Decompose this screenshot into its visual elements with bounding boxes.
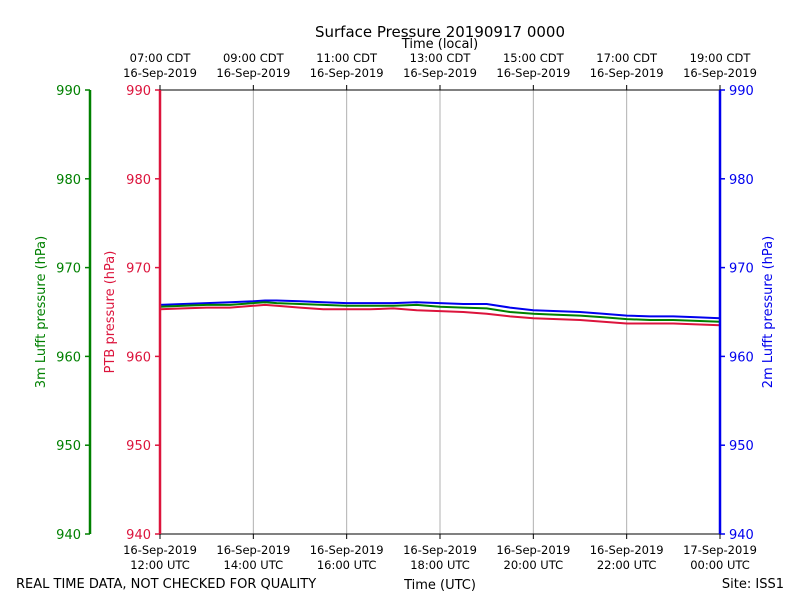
top-tick-label-time: 13:00 CDT: [410, 51, 472, 65]
lufft2m-tick-label: 950: [729, 439, 754, 454]
lufft2m-tick-label: 970: [729, 262, 754, 277]
top-tick-label-date: 16-Sep-2019: [496, 66, 570, 80]
axes: 940 940 940 950 950 950 960 960 960 970 970 970 980 9…: [34, 51, 776, 572]
bottom-tick-label-time: 00:00 UTC: [690, 558, 750, 572]
top-tick-label-date: 16-Sep-2019: [216, 66, 290, 80]
top-tick-label-time: 17:00 CDT: [596, 51, 658, 65]
lufft3m-tick-label: 980: [56, 173, 81, 188]
top-tick-label-time: 07:00 CDT: [130, 51, 192, 65]
lufft3m-tick-label: 950: [56, 439, 81, 454]
bottom-tick-label-date: 16-Sep-2019: [590, 543, 664, 557]
ptb-tick-label: 950: [126, 439, 151, 454]
ptb-tick-label: 990: [126, 84, 151, 99]
ptb-tick-label: 980: [126, 173, 151, 188]
bottom-tick-label-date: 16-Sep-2019: [403, 543, 477, 557]
series-lines: [159, 299, 721, 327]
chart-title: Surface Pressure 20190917 0000: [315, 23, 565, 41]
top-tick-label-time: 19:00 CDT: [690, 51, 752, 65]
top-tick-label-date: 16-Sep-2019: [590, 66, 664, 80]
bottom-tick-label-date: 16-Sep-2019: [216, 543, 290, 557]
bottom-tick-label-time: 20:00 UTC: [504, 558, 564, 572]
lufft3m-tick-label: 970: [56, 262, 81, 277]
bottom-tick-label-time: 18:00 UTC: [410, 558, 470, 572]
ptb-tick-label: 970: [126, 262, 151, 277]
bottom-tick-label-date: 16-Sep-2019: [496, 543, 570, 557]
lufft3m-tick-label: 940: [56, 528, 81, 543]
top-tick-label-time: 15:00 CDT: [503, 51, 565, 65]
top-tick-label-date: 16-Sep-2019: [683, 66, 757, 80]
lufft2m-axis-label: 2m Lufft pressure (hPa): [761, 236, 776, 388]
ptb-tick-label: 960: [126, 350, 151, 365]
grid-lines: [252, 90, 628, 534]
top-tick-label-date: 16-Sep-2019: [310, 66, 384, 80]
bottom-tick-label-time: 14:00 UTC: [224, 558, 284, 572]
site-label: Site: ISS1: [722, 577, 784, 592]
quality-note: REAL TIME DATA, NOT CHECKED FOR QUALITY: [16, 577, 316, 592]
lufft2m-tick-label: 980: [729, 173, 754, 188]
bottom-tick-label-time: 16:00 UTC: [317, 558, 377, 572]
top-tick-label-time: 11:00 CDT: [316, 51, 378, 65]
top-tick-label-date: 16-Sep-2019: [123, 66, 197, 80]
series-line-3: [159, 303, 721, 327]
bottom-tick-label-time: 12:00 UTC: [130, 558, 190, 572]
ptb-tick-label: 940: [126, 528, 151, 543]
bottom-tick-label-date: 16-Sep-2019: [310, 543, 384, 557]
lufft3m-axis-label: 3m Lufft pressure (hPa): [34, 236, 49, 388]
series-line-1: [159, 299, 721, 320]
top-tick-label-date: 16-Sep-2019: [403, 66, 477, 80]
top-tick-label-time: 09:00 CDT: [223, 51, 285, 65]
top-axis-label: Time (local): [401, 37, 478, 52]
lufft3m-tick-label: 960: [56, 350, 81, 365]
lufft2m-tick-label: 960: [729, 350, 754, 365]
lufft3m-tick-label: 990: [56, 84, 81, 99]
lufft2m-tick-label: 940: [729, 528, 754, 543]
ptb-axis-label: PTB pressure (hPa): [103, 251, 118, 374]
bottom-tick-label-date: 17-Sep-2019: [683, 543, 757, 557]
bottom-tick-label-date: 16-Sep-2019: [123, 543, 197, 557]
lufft2m-tick-label: 990: [729, 84, 754, 99]
bottom-axis-label: Time (UTC): [403, 578, 476, 593]
bottom-tick-label-time: 22:00 UTC: [597, 558, 657, 572]
series-line-2: [159, 301, 721, 323]
